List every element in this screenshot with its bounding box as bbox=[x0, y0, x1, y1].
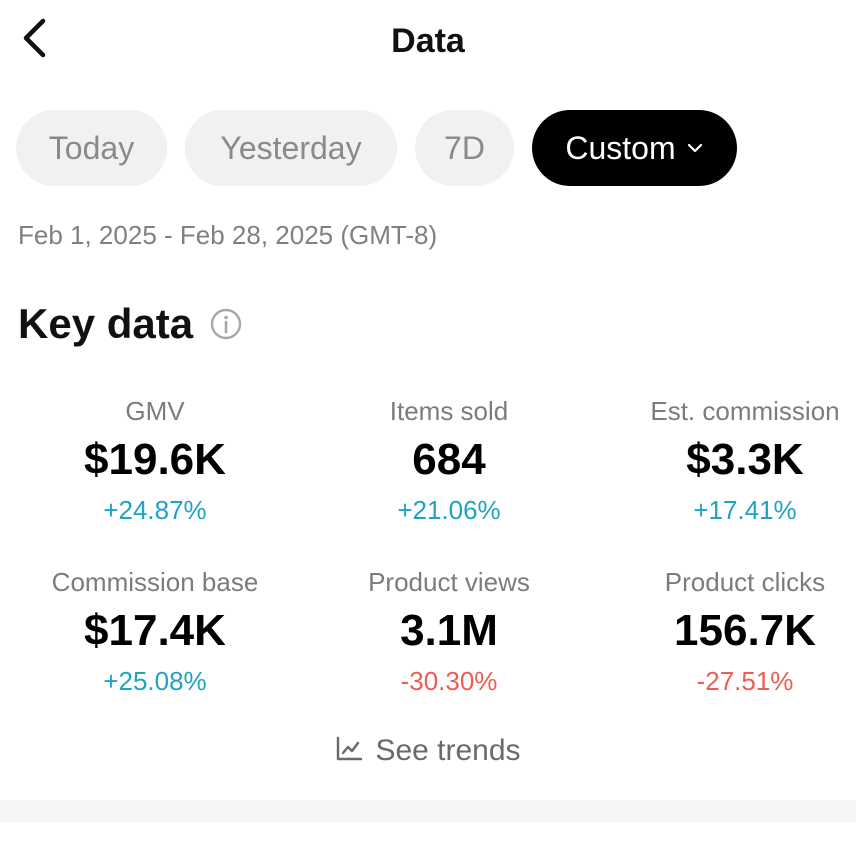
section-divider bbox=[0, 800, 856, 822]
metric-product-clicks: Product clicks 156.7K -27.51% bbox=[600, 567, 856, 697]
metric-label: Items sold bbox=[389, 396, 509, 426]
back-button[interactable] bbox=[12, 18, 56, 62]
metric-value: $17.4K bbox=[84, 606, 226, 655]
date-tabs: Today Yesterday 7D Custom bbox=[16, 110, 737, 186]
see-trends-button[interactable]: See trends bbox=[0, 734, 856, 768]
metric-change: +17.41% bbox=[693, 495, 797, 525]
metric-value: $3.3K bbox=[686, 435, 804, 484]
metric-value: 156.7K bbox=[674, 606, 816, 655]
see-trends-label: See trends bbox=[375, 734, 521, 767]
metric-label: Product clicks bbox=[664, 567, 826, 597]
metric-change: +25.08% bbox=[103, 666, 207, 696]
date-range-text: Feb 1, 2025 - Feb 28, 2025 (GMT-8) bbox=[18, 220, 438, 250]
header: Data bbox=[0, 0, 856, 84]
chevron-down-icon bbox=[686, 142, 704, 154]
metric-change: +24.87% bbox=[103, 495, 207, 525]
key-data-heading: Key data bbox=[18, 300, 243, 348]
tab-today[interactable]: Today bbox=[16, 110, 167, 186]
tab-custom[interactable]: Custom bbox=[532, 110, 737, 186]
page-title: Data bbox=[391, 22, 465, 60]
key-data-title: Key data bbox=[18, 300, 194, 347]
metric-value: 3.1M bbox=[400, 606, 498, 655]
line-chart-icon bbox=[335, 736, 363, 767]
metric-label: Commission base bbox=[51, 567, 259, 597]
metric-items-sold: Items sold 684 +21.06% bbox=[304, 396, 594, 526]
tab-custom-label: Custom bbox=[565, 129, 676, 166]
metric-est-commission: Est. commission $3.3K +17.41% bbox=[600, 396, 856, 526]
metric-value: 684 bbox=[412, 435, 486, 484]
metric-value: $19.6K bbox=[84, 435, 226, 484]
metric-label: Product views bbox=[368, 567, 530, 597]
metric-commission-base: Commission base $17.4K +25.08% bbox=[10, 567, 300, 697]
metric-change: -30.30% bbox=[400, 666, 498, 696]
metric-change: -27.51% bbox=[696, 666, 794, 696]
metric-product-views: Product views 3.1M -30.30% bbox=[304, 567, 594, 697]
metric-label: Est. commission bbox=[650, 396, 840, 426]
tab-yesterday[interactable]: Yesterday bbox=[185, 110, 397, 186]
info-icon[interactable] bbox=[209, 307, 243, 341]
metric-change: +21.06% bbox=[397, 495, 501, 525]
metric-label: GMV bbox=[125, 396, 185, 426]
chevron-left-icon bbox=[19, 17, 49, 64]
tab-7d[interactable]: 7D bbox=[415, 110, 514, 186]
metric-gmv: GMV $19.6K +24.87% bbox=[10, 396, 300, 526]
